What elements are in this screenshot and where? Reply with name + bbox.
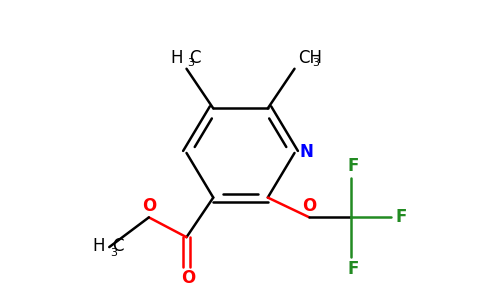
Text: F: F [348, 157, 359, 175]
Text: C: C [112, 237, 124, 255]
Text: O: O [302, 197, 317, 215]
Text: O: O [142, 197, 156, 215]
Text: 3: 3 [110, 248, 117, 258]
Text: H: H [170, 49, 182, 67]
Text: F: F [395, 208, 407, 226]
Text: F: F [348, 260, 359, 278]
Text: 3: 3 [187, 58, 194, 68]
Text: H: H [93, 237, 106, 255]
Text: O: O [182, 269, 196, 287]
Text: C: C [190, 49, 201, 67]
Text: N: N [300, 143, 313, 161]
Text: 3: 3 [312, 58, 319, 68]
Text: CH: CH [299, 49, 322, 67]
